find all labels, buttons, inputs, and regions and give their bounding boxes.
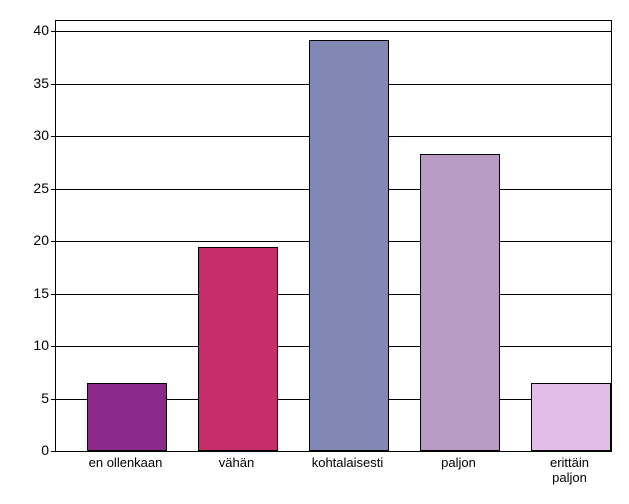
y-axis-label: 0 <box>9 442 49 458</box>
plot-area <box>55 20 612 452</box>
y-tick-mark <box>51 399 56 400</box>
bar-chart: 0 5 10 15 20 25 30 35 40 en ollenkaan vähän kohtal… <box>0 0 629 504</box>
x-axis-label: vähän <box>219 455 254 470</box>
y-axis-label: 5 <box>9 390 49 406</box>
y-tick-mark <box>51 84 56 85</box>
y-axis-label: 30 <box>9 127 49 143</box>
y-axis-label: 25 <box>9 180 49 196</box>
bar <box>309 40 389 451</box>
x-axis-label: paljon <box>441 455 476 470</box>
bar <box>420 154 500 451</box>
bar <box>198 247 278 452</box>
y-tick-mark <box>51 294 56 295</box>
y-tick-mark <box>51 31 56 32</box>
y-tick-mark <box>51 189 56 190</box>
y-tick-mark <box>51 136 56 137</box>
grid-line <box>56 31 611 32</box>
y-axis-label: 35 <box>9 75 49 91</box>
x-axis-label: kohtalaisesti <box>312 455 384 470</box>
y-axis-label: 15 <box>9 285 49 301</box>
y-axis-label: 20 <box>9 232 49 248</box>
bar <box>87 383 167 451</box>
y-axis-label: 40 <box>9 22 49 38</box>
bar <box>531 383 611 451</box>
y-tick-mark <box>51 451 56 452</box>
y-axis-label: 10 <box>9 337 49 353</box>
y-tick-mark <box>51 241 56 242</box>
x-axis-label: en ollenkaan <box>89 455 163 470</box>
y-tick-mark <box>51 346 56 347</box>
x-axis-label: erittäin paljon <box>540 455 600 485</box>
